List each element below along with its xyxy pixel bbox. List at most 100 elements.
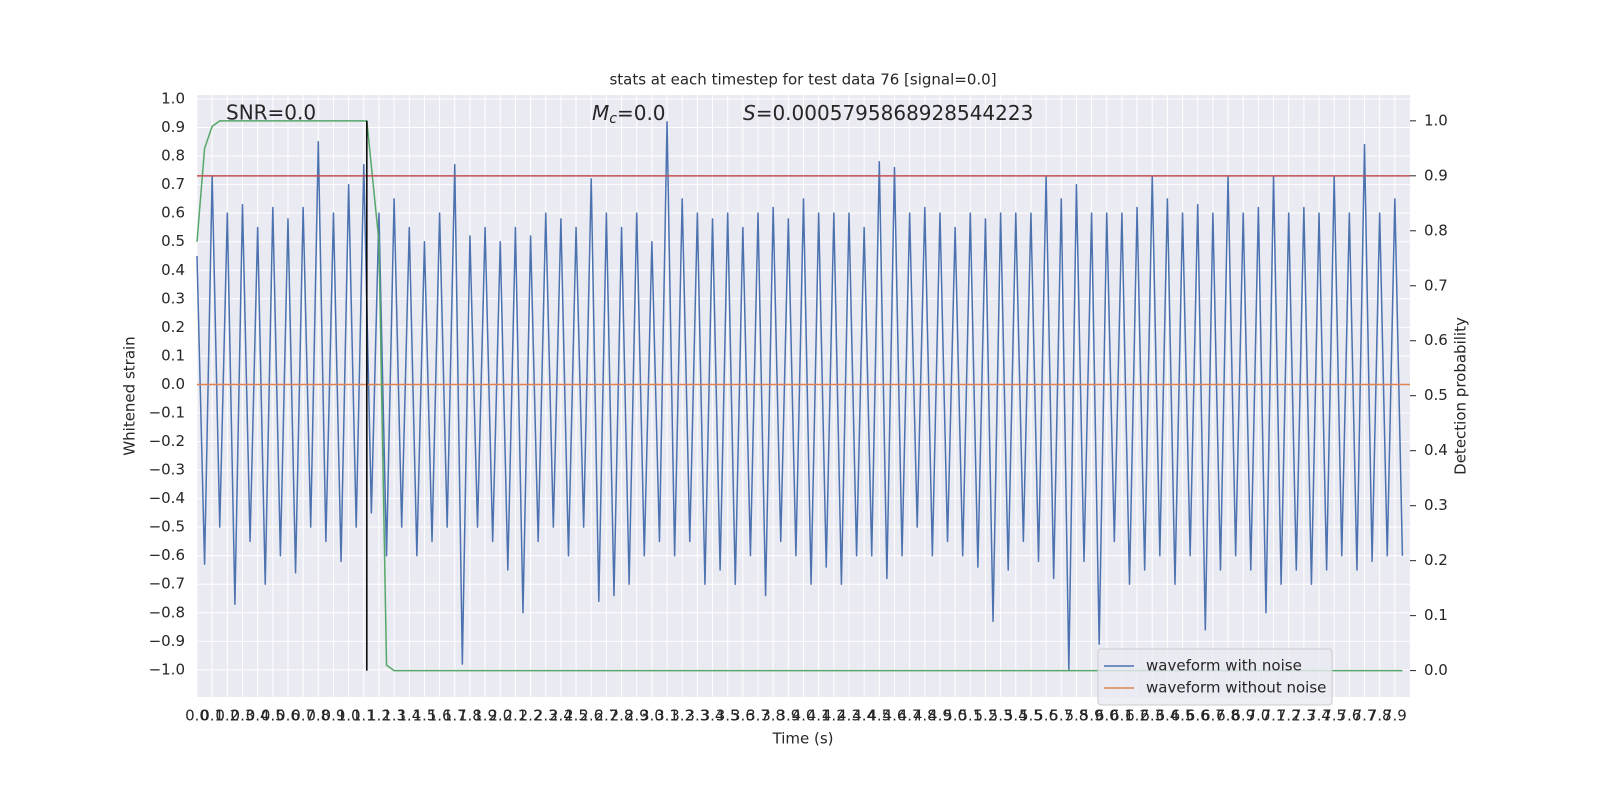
x-tick-label: 4.6 (883, 707, 907, 725)
x-tick-label: 7.0 (1246, 707, 1270, 725)
x-tick-label: 1.3 (382, 707, 406, 725)
y-tick-label: 1.0 (161, 89, 185, 107)
x-tick-label: 2.6 (579, 707, 603, 725)
y-tick-label: −0.3 (149, 461, 185, 479)
x-tick-label: 6.9 (1231, 707, 1255, 725)
x-tick-label: 6.1 (1110, 707, 1134, 725)
x-tick-label: 2.4 (549, 707, 573, 725)
x-tick-label: 3.9 (776, 707, 800, 725)
x-tick-label: 0.6 (276, 707, 300, 725)
x-tick-label: 2.1 (503, 707, 527, 725)
x-tick-label: 7.4 (1307, 707, 1331, 725)
x-tick-label: 1.6 (428, 707, 452, 725)
chart-title: stats at each timestep for test data 76 … (609, 71, 996, 89)
x-tick-label: 0.1 (200, 707, 224, 725)
x-tick-label: 5.9 (1080, 707, 1104, 725)
x-tick-label: 3.0 (640, 707, 664, 725)
y-tick-label: 0.1 (161, 346, 185, 364)
y-tick-label: −0.9 (149, 632, 185, 650)
x-tick-label: 5.0 (943, 707, 967, 725)
annotation-part: c (609, 111, 617, 127)
x-tick-label: 5.8 (1064, 707, 1088, 725)
x-tick-label: 0.5 (261, 707, 285, 725)
x-tick-label: 7.3 (1292, 707, 1316, 725)
x-tick-label: 2.8 (610, 707, 634, 725)
y-tick-label: 0.5 (161, 232, 185, 250)
y-tick-label: 0.2 (161, 318, 185, 336)
x-tick-label: 5.4 (1004, 707, 1028, 725)
x-tick-label: 4.9 (928, 707, 952, 725)
y-tick-label: −0.7 (149, 575, 185, 593)
series-line (196, 121, 1404, 671)
x-tick-label: 2.5 (564, 707, 588, 725)
x-tick-label: 1.9 (473, 707, 497, 725)
y2-tick-label: 0.2 (1424, 551, 1448, 569)
y-tick-label: −0.2 (149, 432, 185, 450)
x-tick-label: 7.5 (1322, 707, 1346, 725)
x-tick-label: 3.8 (761, 707, 785, 725)
y-tick-label: −1.0 (149, 660, 185, 678)
y-tick-label: −0.8 (149, 603, 185, 621)
legend-label: waveform with noise (1146, 657, 1302, 675)
y2-axis-label: Detection probability (1452, 317, 1470, 475)
x-tick-label: 3.5 (716, 707, 740, 725)
x-tick-label: 5.2 (974, 707, 998, 725)
x-tick-label: 4.1 (807, 707, 831, 725)
x-tick-label: 6.3 (1140, 707, 1164, 725)
y2-tick-label: 0.3 (1424, 496, 1448, 514)
annotation: SNR=0.0 (226, 101, 316, 125)
x-tick-label: 3.3 (685, 707, 709, 725)
x-tick-label: 5.3 (989, 707, 1013, 725)
x-tick-label: 5.6 (1034, 707, 1058, 725)
annotation: S=0.0005795868928544223 (743, 101, 1033, 125)
x-tick-label: 0.0 (185, 707, 209, 725)
x-tick-label: 5.5 (1019, 707, 1043, 725)
x-tick-label: 7.9 (1383, 707, 1407, 725)
x-tick-label: 7.2 (1277, 707, 1301, 725)
y-tick-label: −0.1 (149, 403, 185, 421)
x-tick-label: 6.0 (1095, 707, 1119, 725)
x-tick-label: 1.0 (337, 707, 361, 725)
legend: waveform with noise waveform without nois… (1097, 648, 1333, 706)
x-tick-label: 6.6 (1186, 707, 1210, 725)
y2-tick-label: 0.8 (1424, 221, 1448, 239)
y-tick-label: −0.6 (149, 546, 185, 564)
x-tick-label: 0.2 (215, 707, 239, 725)
x-tick-label: 3.6 (731, 707, 755, 725)
y2-tick-label: 0.4 (1424, 441, 1448, 459)
y-tick-label: 0.3 (161, 289, 185, 307)
x-tick-label: 2.3 (534, 707, 558, 725)
x-tick-label: 2.0 (488, 707, 512, 725)
x-tick-label: 4.5 (867, 707, 891, 725)
x-tick-label: 4.3 (837, 707, 861, 725)
x-tick-label: 4.2 (822, 707, 846, 725)
x-tick-label: 1.5 (413, 707, 437, 725)
series-line (196, 120, 1403, 672)
annotation-part: M (592, 101, 609, 125)
annotation-part: =0.0 (617, 101, 666, 125)
x-tick-label: 3.2 (670, 707, 694, 725)
x-tick-label: 6.5 (1171, 707, 1195, 725)
y-tick-label: −0.5 (149, 518, 185, 536)
x-tick-label: 3.1 (655, 707, 679, 725)
annotation-part: S (743, 101, 756, 125)
y2-tick-label: 1.0 (1424, 111, 1448, 129)
x-tick-label: 7.6 (1337, 707, 1361, 725)
x-tick-label: 4.7 (898, 707, 922, 725)
x-tick-label: 1.8 (458, 707, 482, 725)
y-tick-label: 0.6 (161, 204, 185, 222)
x-tick-label: 3.4 (701, 707, 725, 725)
y-tick-label: −0.4 (149, 489, 185, 507)
y2-tick-label: 0.1 (1424, 606, 1448, 624)
legend-box (1097, 648, 1333, 706)
y-tick-label: 0.0 (161, 375, 185, 393)
x-tick-label: 4.0 (792, 707, 816, 725)
y-axis-label: Whitened strain (121, 336, 139, 455)
x-tick-label: 1.7 (443, 707, 467, 725)
y2-tick-label: 0.7 (1424, 276, 1448, 294)
x-tick-label: 6.8 (1216, 707, 1240, 725)
x-tick-label: 0.3 (231, 707, 255, 725)
y-tick-label: 0.4 (161, 261, 185, 279)
